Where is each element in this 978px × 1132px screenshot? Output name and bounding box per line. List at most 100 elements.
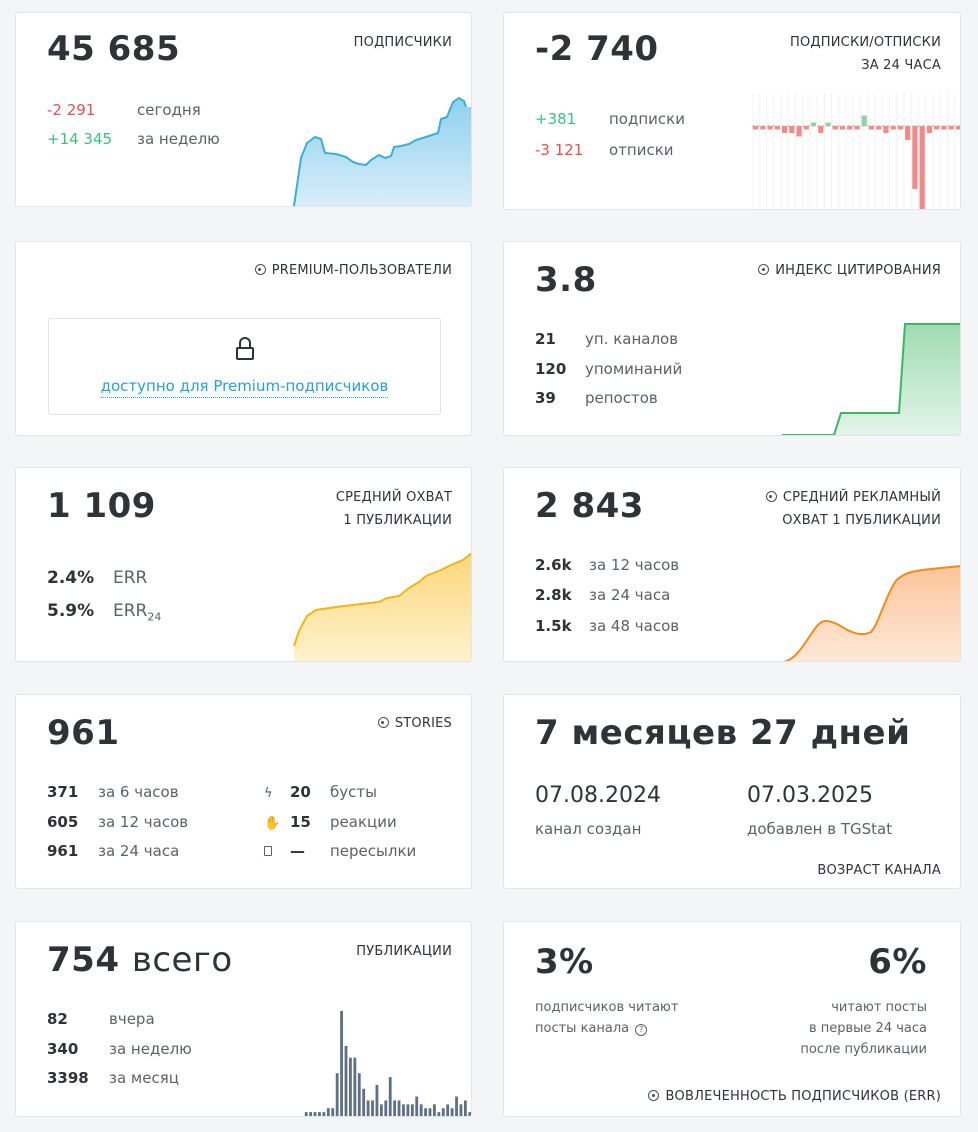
subs-unsubs-label-line1: ПОДПИСКИ/ОТПИСКИ: [790, 35, 941, 50]
ad-reach-area: [786, 566, 960, 661]
ad-reach-row-label: за 48 часов: [589, 617, 680, 635]
unsubs-bar: [767, 126, 773, 130]
unsubs-bar: [854, 126, 860, 130]
engagement-left-line2: посты канала: [535, 1021, 630, 1036]
thumbs-up-icon: ✋: [264, 816, 281, 831]
ad-reach-area-chart: [783, 565, 960, 661]
publication-bar: [419, 1104, 423, 1116]
publication-bar: [455, 1096, 458, 1116]
publication-bar: [309, 1112, 313, 1116]
ad-reach-row-label: за 12 часов: [589, 556, 680, 574]
avg-reach-line: [293, 552, 471, 647]
premium-link[interactable]: доступно для Premium-подписчиков: [49, 377, 440, 398]
forwards-value: —: [290, 842, 305, 860]
avg-reach-label-line1: СРЕДНИЙ ОХВАТ: [335, 490, 452, 505]
publications-bar-chart: [304, 1011, 471, 1116]
citation-row-value: 120: [535, 360, 567, 378]
publication-bar: [468, 1112, 471, 1116]
publication-bar: [463, 1100, 467, 1116]
subscribers-week: +14 345 за неделю: [47, 130, 220, 148]
citation-area-chart: [782, 323, 960, 435]
boosts-value: 20: [290, 783, 311, 801]
publication-bar: [340, 1011, 343, 1116]
avg-reach-value: 1 109: [47, 486, 156, 526]
subscribers-area: [294, 98, 471, 206]
stories-row-label: за 12 часов: [98, 813, 189, 831]
unsubs-row: -3 121 отписки: [535, 141, 674, 159]
engagement-label-text: ВОВЛЕЧЕННОСТЬ ПОДПИСЧИКОВ (ERR): [665, 1089, 941, 1104]
engagement-card[interactable]: 3% подписчиков читают посты канала? 6% ч…: [503, 921, 961, 1117]
publications-row-label: за месяц: [109, 1069, 179, 1087]
publication-bar: [428, 1108, 432, 1116]
ad-reach-row-value: 2.8k: [535, 586, 572, 604]
publication-bar: [441, 1108, 445, 1116]
help-icon[interactable]: ?: [635, 1024, 648, 1036]
avg-reach-area: [294, 553, 471, 661]
ad-reach-row-value: 2.6k: [535, 556, 572, 574]
ad-reach-row: 1.5k за 48 часов: [535, 617, 679, 635]
publication-bar: [331, 1108, 335, 1116]
created-date: 07.08.2024: [535, 783, 661, 808]
premium-card[interactable]: PREMIUM-ПОЛЬЗОВАТЕЛИ доступно для Premiu…: [15, 241, 472, 436]
created-label: канал создан: [535, 820, 642, 838]
age-card[interactable]: 7 месяцев 27 дней 07.08.2024 канал созда…: [503, 694, 961, 889]
stories-row: 961 за 24 часа: [47, 842, 179, 860]
publication-bar: [433, 1104, 436, 1116]
subs-unsubs-label: ПОДПИСКИ/ОТПИСКИ ЗА 24 ЧАСА: [790, 31, 941, 77]
citation-label: ИНДЕКС ЦИТИРОВАНИЯ: [758, 259, 941, 282]
premium-label: PREMIUM-ПОЛЬЗОВАТЕЛИ: [254, 259, 452, 282]
ad-reach-label: СРЕДНИЙ РЕКЛАМНЫЙ ОХВАТ 1 ПУБЛИКАЦИИ: [765, 486, 941, 532]
unsubs-bar: [796, 126, 802, 137]
ad-reach-row-value: 1.5k: [535, 617, 572, 635]
publication-bar: [366, 1100, 370, 1116]
publication-bar: [313, 1112, 317, 1116]
ad-reach-card[interactable]: 2 843 СРЕДНИЙ РЕКЛАМНЫЙ ОХВАТ 1 ПУБЛИКАЦ…: [503, 467, 961, 662]
subs-label: подписки: [609, 110, 685, 128]
publication-bar: [379, 1104, 383, 1116]
unsubs-bar: [905, 126, 911, 140]
publication-bar: [344, 1046, 348, 1116]
premium-lock-box[interactable]: доступно для Premium-подписчиков: [48, 318, 441, 415]
stories-row-label: за 24 часа: [98, 842, 180, 860]
unsubs-bar: [832, 126, 838, 130]
age-value: 7 месяцев 27 дней: [535, 713, 911, 753]
subs-bar: [825, 122, 831, 126]
publication-bar: [446, 1104, 450, 1116]
publications-card[interactable]: 754 всего ПУБЛИКАЦИИ 82 вчера 340 за недел…: [15, 921, 472, 1117]
reactions-row: ✋ 15 реакции: [264, 813, 397, 831]
unsubs-label: отписки: [609, 141, 674, 159]
publications-label: ПУБЛИКАЦИИ: [356, 944, 452, 959]
citation-row: 21 уп. каналов: [535, 330, 678, 348]
publications-row-label: за неделю: [109, 1040, 192, 1058]
forward-icon: [264, 842, 290, 860]
stories-row-value: 961: [47, 842, 79, 860]
premium-link-text[interactable]: доступно для Premium-подписчиков: [100, 377, 389, 398]
publication-bar: [353, 1057, 357, 1116]
ad-reach-row: 2.8k за 24 часа: [535, 586, 670, 604]
publication-bar: [322, 1112, 326, 1116]
subscribers-line: [293, 96, 467, 206]
subscribers-value: 45 685: [47, 29, 181, 69]
publication-bar: [326, 1108, 330, 1116]
age-label: ВОЗРАСТ КАНАЛА: [817, 863, 941, 878]
unsubs-bar: [839, 126, 846, 130]
avg-reach-card[interactable]: 1 109 СРЕДНИЙ ОХВАТ 1 ПУБЛИКАЦИИ 2.4% ERR…: [15, 467, 472, 662]
citation-row-label: уп. каналов: [585, 330, 679, 348]
ad-reach-label-line1: СРЕДНИЙ РЕКЛАМНЫЙ: [782, 490, 941, 505]
err24-value: 5.9%: [47, 601, 95, 621]
citation-card[interactable]: 3.8 ИНДЕКС ЦИТИРОВАНИЯ 21 уп. каналов 120…: [503, 241, 961, 436]
engagement-left-text: подписчиков читают посты канала?: [535, 997, 678, 1039]
publication-bar: [459, 1104, 463, 1116]
publication-bar: [424, 1108, 427, 1116]
publication-bar: [335, 1073, 339, 1116]
stories-card[interactable]: 961 STORIES 371 за 6 часов 605 за 12 часов…: [15, 694, 472, 889]
unsubs-bar: [876, 126, 882, 130]
info-icon: [648, 1090, 660, 1101]
unsubs-bar: [868, 126, 875, 130]
subscribers-label: ПОДПИСЧИКИ: [353, 35, 452, 50]
unsubs-bar: [753, 126, 759, 130]
publications-value: 754 всего: [47, 940, 233, 980]
err-row: 2.4% ERR: [47, 568, 147, 588]
subscribers-card[interactable]: 45 685 ПОДПИСЧИКИ -2 291 сегодня +14 345 з…: [15, 12, 472, 207]
subs-unsubs-card[interactable]: -2 740 ПОДПИСКИ/ОТПИСКИ ЗА 24 ЧАСА +381 п…: [503, 12, 961, 210]
